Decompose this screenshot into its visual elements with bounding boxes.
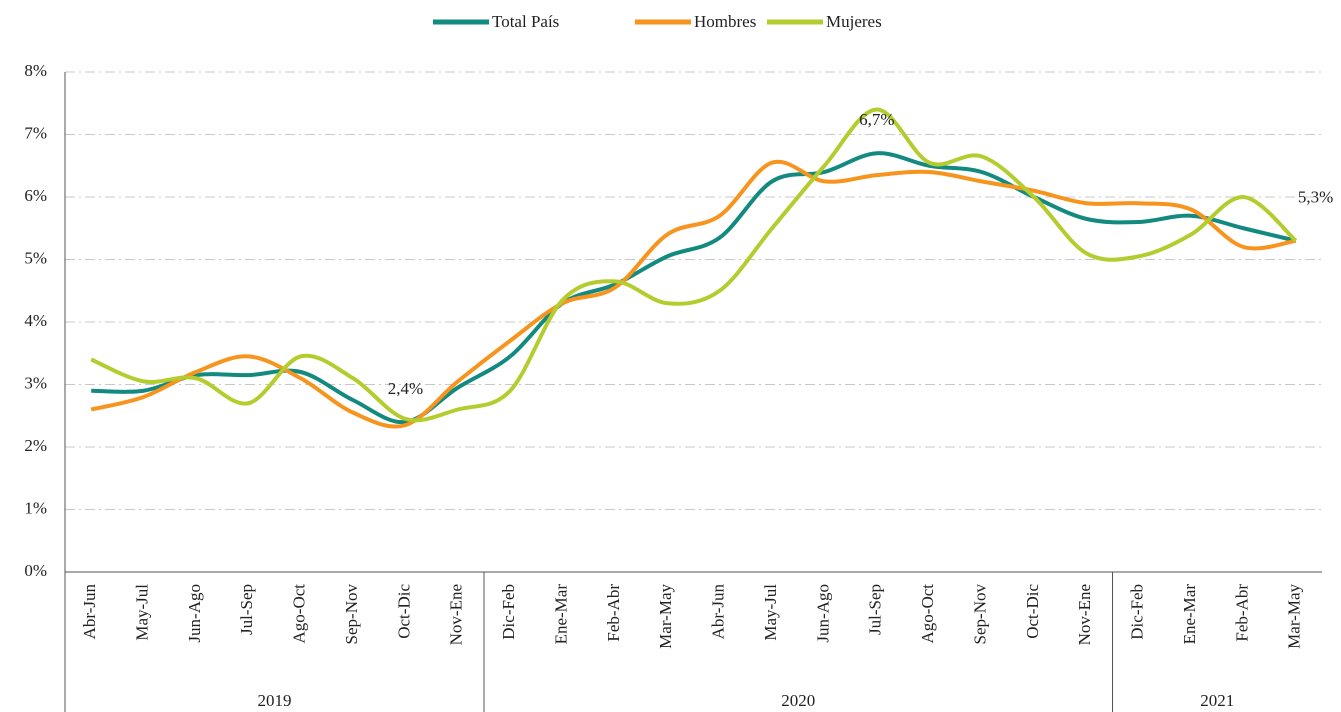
x-tick-label: Nov-Ene <box>1075 584 1094 645</box>
x-tick-label: Jun-Ago <box>185 584 204 643</box>
series-line <box>90 159 1297 429</box>
y-tick-label: 4% <box>24 311 47 330</box>
x-tick-label: Ago-Oct <box>290 584 309 644</box>
x-tick-label: Nov-Ene <box>447 584 466 645</box>
series-line <box>90 107 1298 423</box>
x-tick-label: Abr-Jun <box>709 584 728 640</box>
x-tick-label: Oct-Dic <box>394 584 413 639</box>
legend-label: Total País <box>492 12 559 31</box>
x-tick-label: Oct-Dic <box>1023 584 1042 639</box>
x-tick-label: Abr-Jun <box>80 584 99 640</box>
year-label: 2021 <box>1200 691 1234 710</box>
x-tick-label: Mar-May <box>1285 584 1304 649</box>
y-tick-label: 3% <box>24 373 47 392</box>
y-tick-label: 2% <box>24 436 47 455</box>
x-tick-label: Ago-Oct <box>918 584 937 644</box>
x-tick-label: Dic-Feb <box>499 584 518 640</box>
x-tick-label: Ene-Mar <box>1180 584 1199 645</box>
x-tick-label: Feb-Abr <box>1232 584 1251 642</box>
data-label: 5,3% <box>1298 188 1333 207</box>
x-tick-label: Ene-Mar <box>551 584 570 645</box>
data-label: 2,4% <box>388 379 423 398</box>
year-label: 2020 <box>781 691 815 710</box>
x-tick-label: Sep-Nov <box>970 584 989 645</box>
y-tick-label: 8% <box>24 61 47 80</box>
x-tick-label: Jul-Sep <box>237 584 256 635</box>
legend-label: Hombres <box>694 12 756 31</box>
y-tick-label: 0% <box>24 561 47 580</box>
y-tick-label: 7% <box>24 123 47 142</box>
y-tick-label: 6% <box>24 186 47 205</box>
x-tick-label: Sep-Nov <box>342 584 361 645</box>
year-label: 2019 <box>258 691 292 710</box>
legend-label: Mujeres <box>826 12 882 31</box>
x-tick-label: May-Jul <box>761 584 780 641</box>
data-label: 6,7% <box>859 110 894 129</box>
series-line <box>91 151 1297 425</box>
x-tick-label: Feb-Abr <box>604 584 623 642</box>
x-tick-label: Dic-Feb <box>1128 584 1147 640</box>
y-tick-label: 1% <box>24 498 47 517</box>
x-tick-label: Mar-May <box>656 584 675 649</box>
x-tick-label: May-Jul <box>132 584 151 641</box>
x-tick-label: Jun-Ago <box>813 584 832 643</box>
y-tick-label: 5% <box>24 248 47 267</box>
x-tick-label: Jul-Sep <box>866 584 885 635</box>
